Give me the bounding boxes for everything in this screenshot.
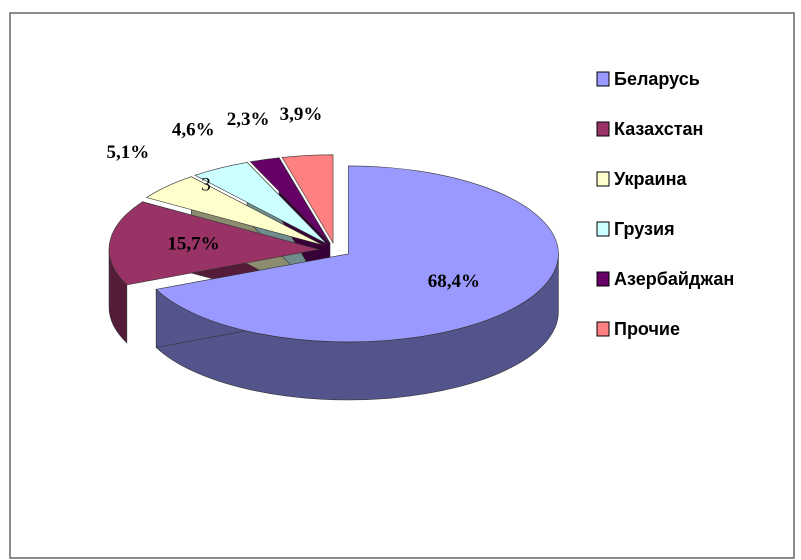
- legend-swatch: [596, 271, 610, 287]
- legend-label: Казахстан: [614, 119, 703, 139]
- slice: [145, 176, 324, 246]
- slice: [194, 162, 328, 245]
- slice: [281, 154, 334, 244]
- legend-swatch: [596, 221, 610, 237]
- value-label: 3,9%: [280, 104, 323, 125]
- labels: 68,4% 15,7% 5,1% 4,6% 2,3% 3,9%: [106, 104, 480, 292]
- legend-label: Азербайджан: [614, 269, 734, 289]
- legend-label: Беларусь: [614, 69, 700, 89]
- legend-label: Прочие: [614, 319, 680, 339]
- slice: [155, 165, 559, 343]
- annotation: 3: [201, 174, 211, 195]
- value-label: 68,4%: [428, 271, 480, 292]
- legend-swatch: [596, 71, 610, 87]
- value-label: 15,7%: [167, 234, 219, 255]
- legend-swatch: [596, 171, 610, 187]
- slice: [108, 201, 320, 286]
- value-label: 4,6%: [172, 119, 215, 140]
- value-label: 5,1%: [106, 142, 149, 163]
- legend-swatch: [596, 121, 610, 137]
- legend-label: Украина: [614, 169, 687, 189]
- value-label: 2,3%: [227, 109, 270, 130]
- legend: Беларусь Казахстан Украина Грузия Азербайджа…: [596, 69, 734, 339]
- legend-label: Грузия: [614, 219, 675, 239]
- legend-swatch: [596, 321, 610, 337]
- pie-tops: [108, 154, 559, 343]
- slice: [249, 157, 331, 244]
